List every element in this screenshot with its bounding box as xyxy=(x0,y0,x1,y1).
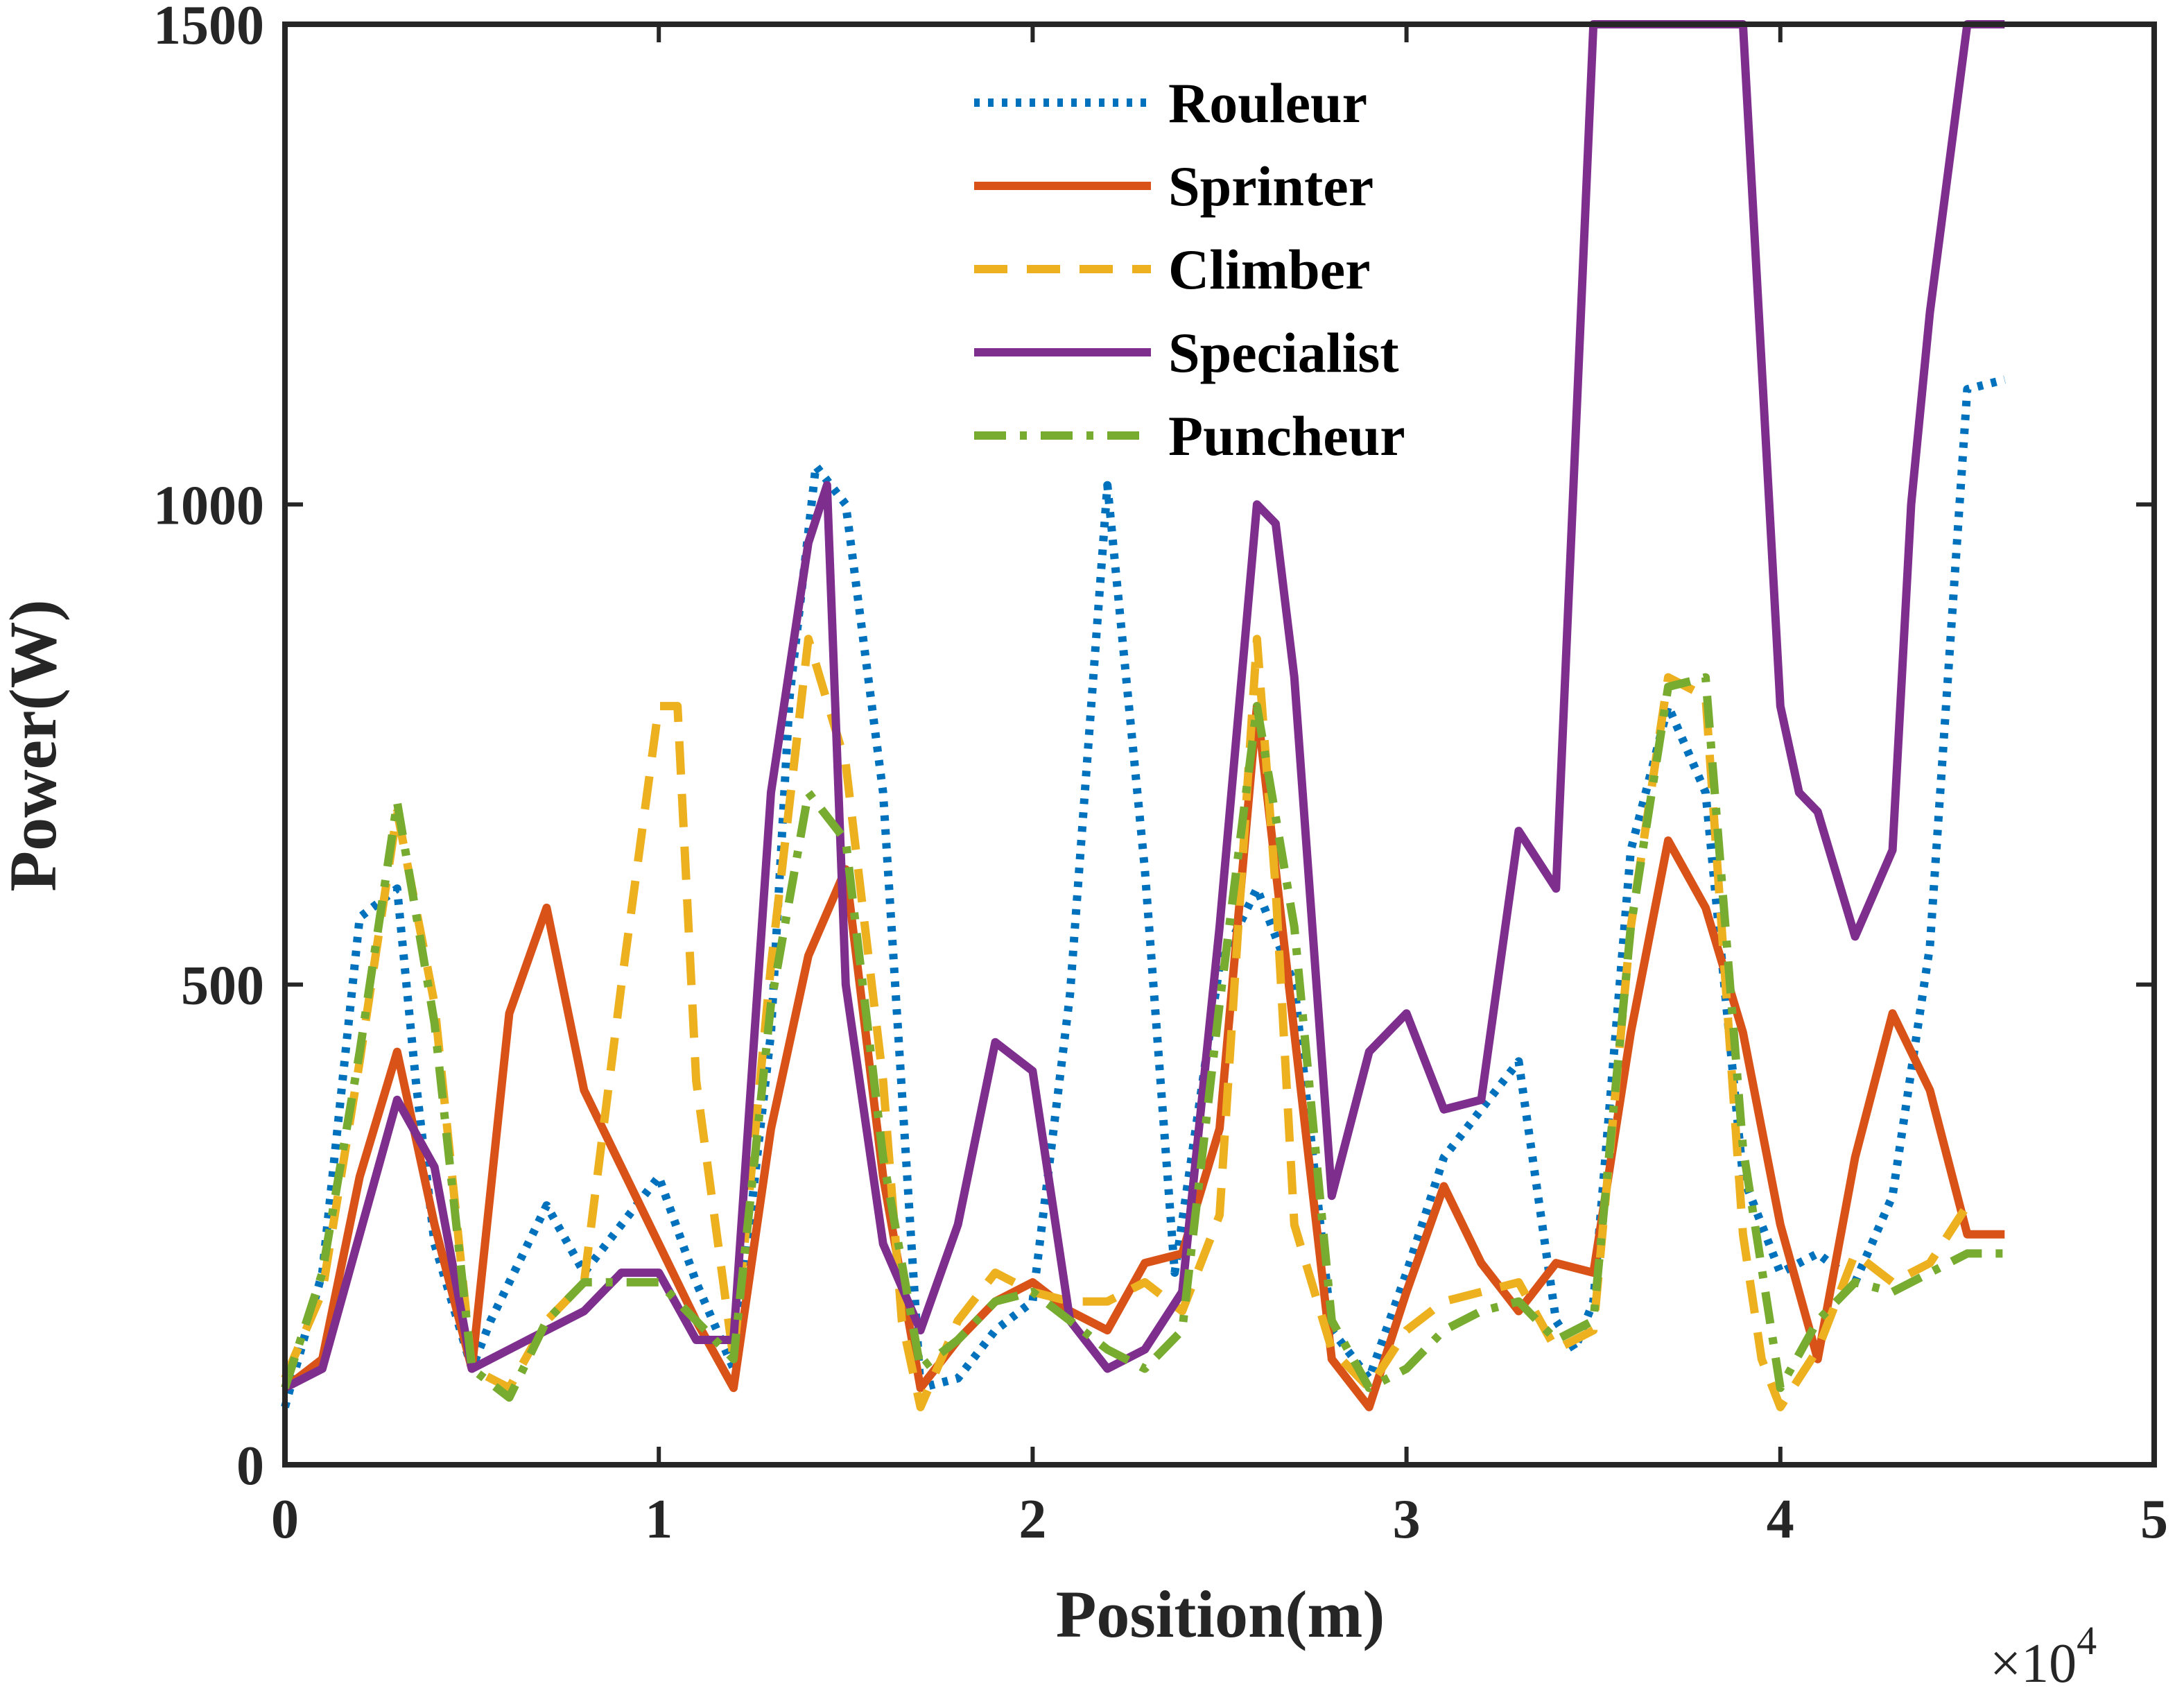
plot-frame xyxy=(282,21,2157,1468)
x-tick-label: 2 xyxy=(1019,1489,1046,1550)
ticks-layer: 0 1 2 3 4 5 0 500 1000 1500 xyxy=(153,0,2168,1550)
x-axis-multiplier: ×104 xyxy=(1990,1618,2097,1694)
series-line-sprinter xyxy=(282,702,2005,1411)
x-tick-label: 4 xyxy=(1767,1489,1794,1550)
legend-label-climber: Climber xyxy=(1168,238,1370,301)
y-tick-label: 500 xyxy=(181,956,264,1017)
series-line-puncheur xyxy=(281,673,2005,1402)
y-tick-label: 0 xyxy=(236,1436,264,1497)
x-tick-label: 5 xyxy=(2140,1489,2168,1550)
legend-label-specialist: Specialist xyxy=(1168,321,1399,384)
x-axis-label: Position(m) xyxy=(1056,1577,1385,1651)
y-tick-label: 1500 xyxy=(153,0,264,56)
x-axis-multiplier-exponent: 4 xyxy=(2077,1618,2097,1663)
legend-label-rouleur: Rouleur xyxy=(1168,71,1367,135)
x-axis-multiplier-base: ×10 xyxy=(1990,1633,2077,1694)
series-layer xyxy=(281,20,2006,1411)
legend-label-sprinter: Sprinter xyxy=(1168,155,1373,218)
series-line-specialist xyxy=(283,20,2005,1392)
legend: Rouleur Sprinter Climber Specialist Puncheur xyxy=(974,71,1405,467)
x-tick-label: 3 xyxy=(1393,1489,1421,1550)
series-line-rouleur xyxy=(281,375,2006,1409)
y-axis-label: Power(W) xyxy=(0,599,70,891)
x-tick-label: 1 xyxy=(645,1489,673,1550)
x-tick-label: 0 xyxy=(271,1489,299,1550)
legend-label-puncheur: Puncheur xyxy=(1168,404,1405,467)
y-tick-label: 1000 xyxy=(153,475,264,536)
